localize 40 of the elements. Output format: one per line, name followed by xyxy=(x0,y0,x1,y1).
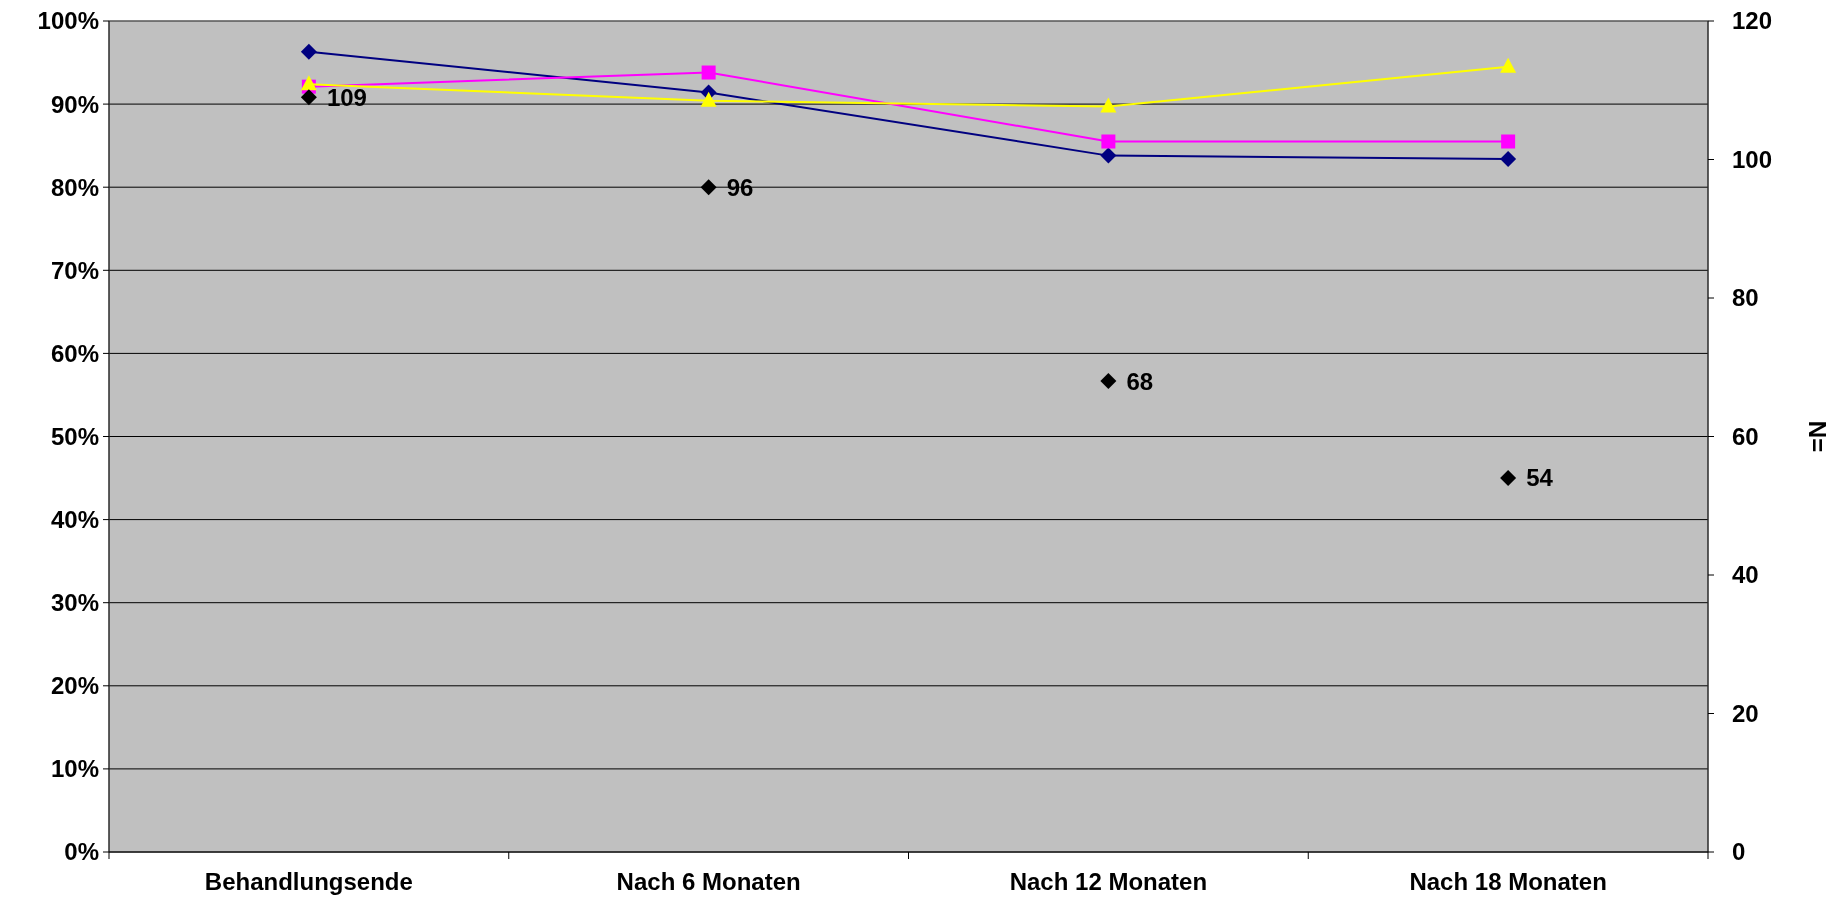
y-tick-label: 20% xyxy=(50,672,99,700)
data-label: 54 xyxy=(1526,464,1554,492)
y2-axis-title: N= xyxy=(1804,420,1831,453)
y2-tick-label: 120 xyxy=(1732,7,1773,35)
point xyxy=(1500,150,1517,167)
point xyxy=(300,43,317,60)
x-tick-label: Nach 18 Monaten xyxy=(1409,868,1607,895)
y-tick-label: 0% xyxy=(64,838,99,866)
point xyxy=(701,65,716,80)
y2-tick-label: 0 xyxy=(1732,838,1746,866)
point xyxy=(1100,97,1117,113)
y2-tick-label: 40 xyxy=(1732,561,1759,589)
point xyxy=(1501,134,1516,149)
point xyxy=(1100,373,1117,390)
point xyxy=(1500,470,1517,487)
y-tick-label: 40% xyxy=(50,506,99,533)
data-label: 109 xyxy=(326,83,367,111)
y-tick-label: 80% xyxy=(50,173,99,201)
y2-tick-label: 60 xyxy=(1732,422,1759,450)
y2-tick-label: 20 xyxy=(1732,699,1759,727)
point xyxy=(300,89,317,106)
x-tick-label: Nach 6 Monaten xyxy=(616,868,801,895)
y-tick-label: 60% xyxy=(50,339,99,367)
y-tick-label: 50% xyxy=(50,422,99,450)
y-tick-label: 90% xyxy=(50,90,99,118)
point xyxy=(1500,57,1517,73)
point xyxy=(700,179,717,196)
x-tick-label: Behandlungsende xyxy=(204,868,413,895)
point xyxy=(1100,147,1117,164)
y-tick-label: 70% xyxy=(50,256,99,284)
point xyxy=(300,75,317,91)
point xyxy=(700,91,717,107)
y2-tick-label: 100 xyxy=(1732,145,1773,173)
y-tick-label: 100% xyxy=(37,7,99,35)
point xyxy=(1101,134,1116,149)
y-tick-label: 30% xyxy=(50,589,99,617)
y2-tick-label: 80 xyxy=(1732,284,1759,312)
data-label: 68 xyxy=(1126,367,1154,395)
x-tick-label: Nach 12 Monaten xyxy=(1009,868,1208,895)
y-tick-label: 10% xyxy=(50,755,99,783)
